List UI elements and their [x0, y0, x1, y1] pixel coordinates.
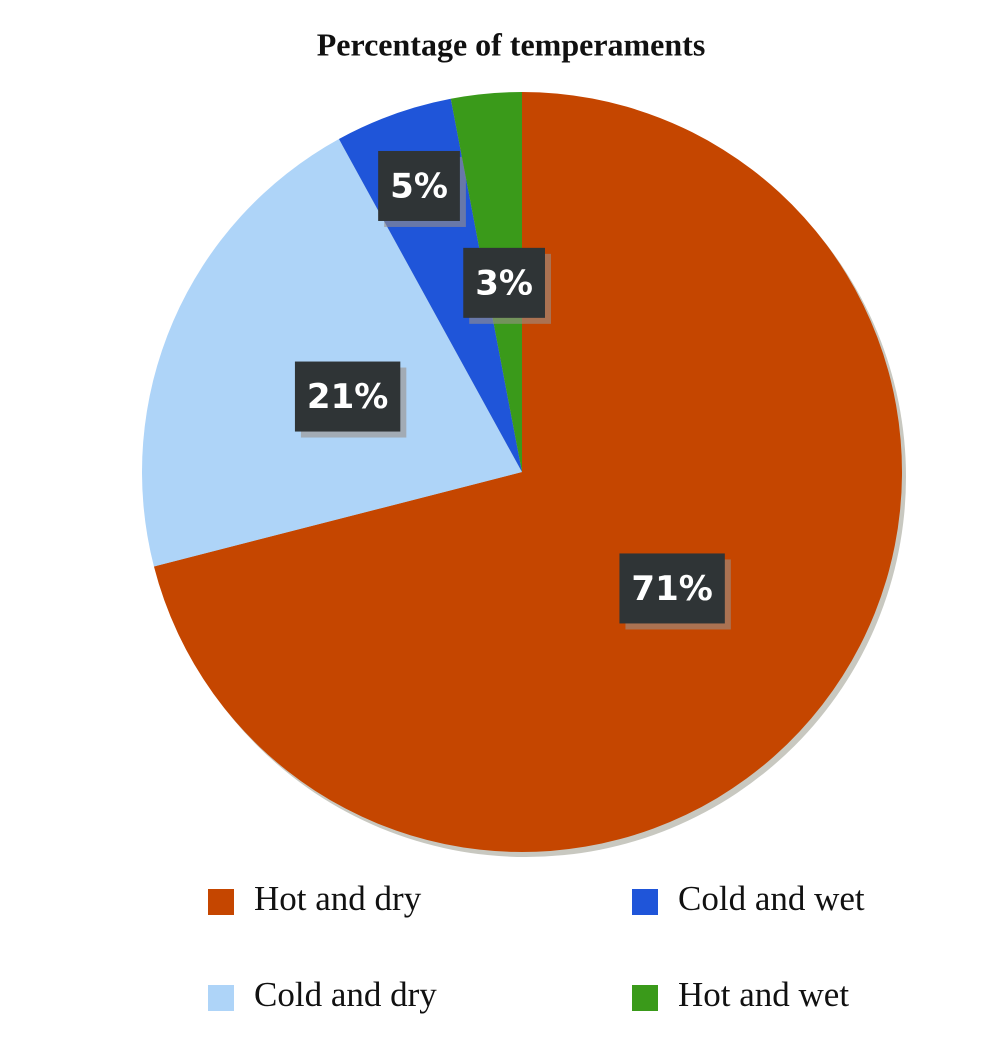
data-label-box: [378, 150, 460, 221]
data-label-text: 71%: [631, 569, 712, 609]
legend-label: Hot and dry: [254, 879, 422, 918]
data-label: 21%: [294, 361, 407, 438]
data-label-text: 21%: [307, 377, 388, 417]
legend-swatch: [632, 985, 658, 1011]
legend-swatch: [208, 985, 234, 1011]
data-label-box: [619, 553, 725, 624]
chart-title: Percentage of temperaments: [317, 26, 706, 62]
pie-slice: [153, 92, 903, 852]
data-label: 71%: [619, 553, 731, 630]
legend-swatch: [208, 889, 234, 915]
data-label: 3%: [463, 247, 551, 324]
data-label-box: [463, 247, 545, 318]
data-label: 5%: [378, 150, 466, 227]
data-label-text: 5%: [390, 166, 448, 206]
data-label-box: [294, 361, 401, 432]
legend-label: Hot and wet: [678, 975, 849, 1014]
legend-swatch: [632, 889, 658, 915]
legend-label: Cold and wet: [678, 879, 865, 918]
pie-slice: [141, 139, 522, 567]
legend-label: Cold and dry: [254, 975, 437, 1014]
data-label-text: 3%: [475, 263, 533, 303]
